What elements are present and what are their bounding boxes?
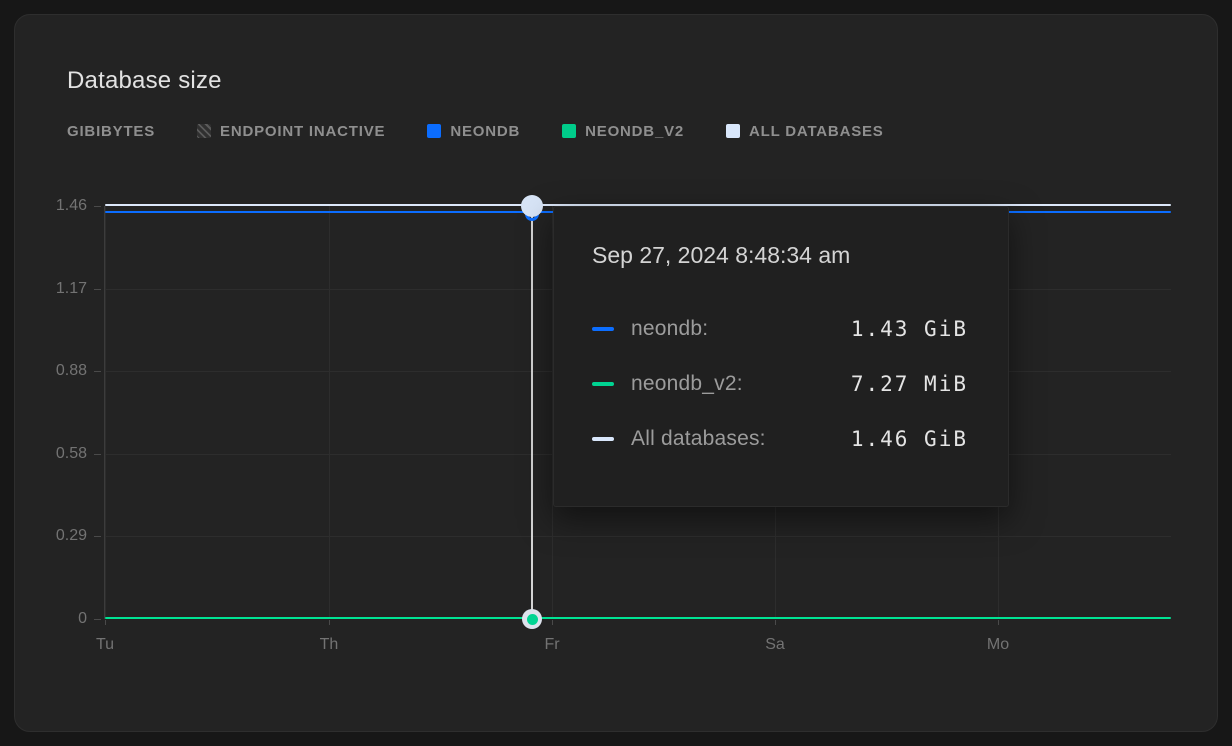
- database-size-card: Database size GIBIBYTES ENDPOINT INACTIV…: [14, 14, 1218, 732]
- neondb-v2-swatch-icon: [562, 124, 577, 138]
- chart-legend: GIBIBYTES ENDPOINT INACTIVE NEONDB NEOND…: [67, 121, 884, 141]
- neondb-v2-dash-icon: [592, 382, 614, 386]
- tooltip-row-neondb-v2: neondb_v2: 7.27 MiB: [592, 371, 968, 397]
- crosshair-line: [531, 202, 533, 619]
- gridline-vertical: [329, 206, 330, 619]
- all-databases-dash-icon: [592, 437, 614, 441]
- legend-item-endpoint-inactive[interactable]: ENDPOINT INACTIVE: [197, 123, 385, 140]
- x-axis-label: Sa: [765, 636, 785, 653]
- tooltip-row-label: neondb:: [631, 317, 709, 340]
- chart-title: Database size: [67, 67, 222, 94]
- tooltip-row-label: All databases:: [631, 427, 766, 450]
- y-axis-label: 1.46: [55, 197, 87, 214]
- y-axis-label: 0.29: [55, 527, 87, 544]
- legend-unit-label: GIBIBYTES: [67, 122, 156, 140]
- tooltip-row-value: 1.43 GiB: [850, 317, 968, 341]
- gridline-horizontal: [105, 536, 1171, 537]
- y-axis-label: 0.58: [55, 445, 87, 462]
- x-axis-label: Th: [319, 636, 339, 653]
- y-axis-line: [104, 206, 105, 619]
- y-tick: [94, 619, 101, 620]
- series-line-neondb-v2: [105, 616, 1171, 619]
- x-tick: [998, 620, 999, 625]
- x-axis-label: Mo: [986, 636, 1010, 653]
- legend-item-label: ALL DATABASES: [749, 122, 884, 140]
- neondb-dash-icon: [592, 327, 614, 331]
- endpoint-inactive-hatch-icon: [197, 124, 212, 138]
- series-line-all-databases: [105, 203, 1171, 206]
- y-tick: [94, 206, 101, 207]
- x-tick: [775, 620, 776, 625]
- x-axis-label: Fr: [544, 636, 560, 653]
- legend-item-label: NEONDB_V2: [585, 122, 685, 140]
- y-tick: [94, 454, 101, 455]
- gridline-vertical: [105, 206, 106, 619]
- neondb-swatch-icon: [427, 124, 442, 138]
- chart-tooltip: Sep 27, 2024 8:48:34 am neondb: 1.43 GiB…: [553, 206, 1009, 507]
- x-tick: [329, 620, 330, 625]
- y-tick: [94, 536, 101, 537]
- y-tick: [94, 289, 101, 290]
- tooltip-row-neondb: neondb: 1.43 GiB: [592, 316, 968, 342]
- legend-item-all-databases[interactable]: ALL DATABASES: [726, 123, 884, 140]
- tooltip-row-all-databases: All databases: 1.46 GiB: [592, 426, 968, 452]
- tooltip-timestamp: Sep 27, 2024 8:48:34 am: [592, 242, 851, 268]
- y-axis-label: 0: [78, 610, 87, 627]
- crosshair-handle[interactable]: [521, 195, 543, 217]
- legend-item-neondb-v2[interactable]: NEONDB_V2: [562, 123, 684, 140]
- neondb-v2-point-marker-inner: [526, 613, 538, 625]
- legend-item-label: ENDPOINT INACTIVE: [220, 122, 386, 140]
- tooltip-row-value: 7.27 MiB: [850, 372, 968, 396]
- tooltip-row-value: 1.46 GiB: [850, 427, 968, 451]
- tooltip-row-label: neondb_v2:: [631, 372, 743, 395]
- y-tick: [94, 371, 101, 372]
- x-tick: [105, 620, 106, 625]
- legend-item-label: NEONDB: [450, 122, 521, 140]
- legend-item-neondb[interactable]: NEONDB: [427, 123, 520, 140]
- gridline-vertical: [552, 206, 553, 619]
- x-tick: [552, 620, 553, 625]
- y-axis-label: 0.88: [55, 362, 87, 379]
- neondb-v2-point-marker: [522, 609, 542, 629]
- y-axis-label: 1.17: [55, 280, 87, 297]
- all-databases-swatch-icon: [726, 124, 741, 138]
- x-axis-label: Tu: [95, 636, 115, 653]
